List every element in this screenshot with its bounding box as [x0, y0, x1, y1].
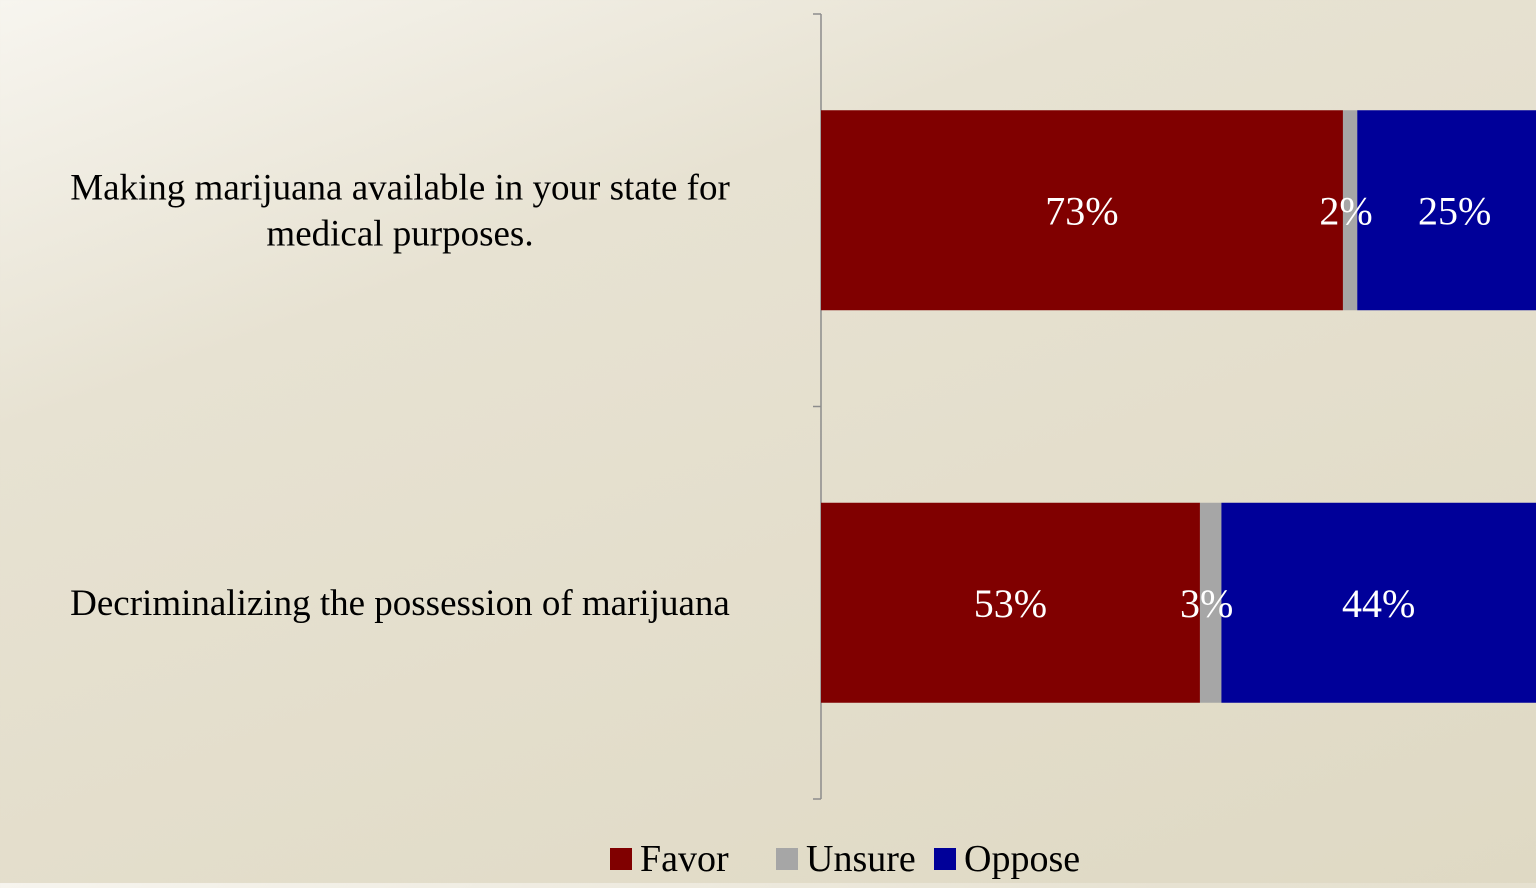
category-label-line: medical purposes. [266, 213, 533, 254]
legend: Favor Unsure Oppose [610, 838, 1080, 880]
bar-segment-unsure [1342, 110, 1358, 311]
bar-segment-oppose [1357, 110, 1536, 311]
bars-layer [821, 110, 1536, 703]
legend-label-favor: Favor [640, 838, 729, 880]
axis-layer [813, 13, 822, 800]
legend-label-unsure: Unsure [806, 838, 916, 880]
category-label: Decriminalizing the possession of mariju… [70, 583, 730, 624]
data-label-oppose: 25% [1418, 188, 1491, 233]
legend-swatch-oppose [934, 848, 956, 870]
data-label-unsure: 2% [1319, 188, 1372, 233]
legend-swatch-favor [610, 848, 632, 870]
bar-segment-favor [821, 502, 1200, 703]
category-label-line: Making marijuana available in your state… [70, 167, 730, 208]
bar-segment-unsure [1199, 502, 1222, 703]
bar-segment-oppose [1221, 502, 1536, 703]
legend-swatch-unsure [776, 848, 798, 870]
category-labels-layer: Making marijuana available in your state… [70, 167, 730, 624]
data-label-oppose: 44% [1342, 581, 1415, 626]
data-label-favor: 53% [974, 581, 1047, 626]
bar-segment-favor [821, 110, 1343, 311]
data-labels-layer: 73% 2% 25% 53% 3% 44% [974, 188, 1491, 626]
legend-label-oppose: Oppose [964, 838, 1080, 880]
data-label-unsure: 3% [1180, 581, 1233, 626]
category-label-line: Decriminalizing the possession of mariju… [70, 583, 730, 624]
data-label-favor: 73% [1045, 188, 1118, 233]
category-label: Making marijuana available in your state… [70, 167, 730, 254]
